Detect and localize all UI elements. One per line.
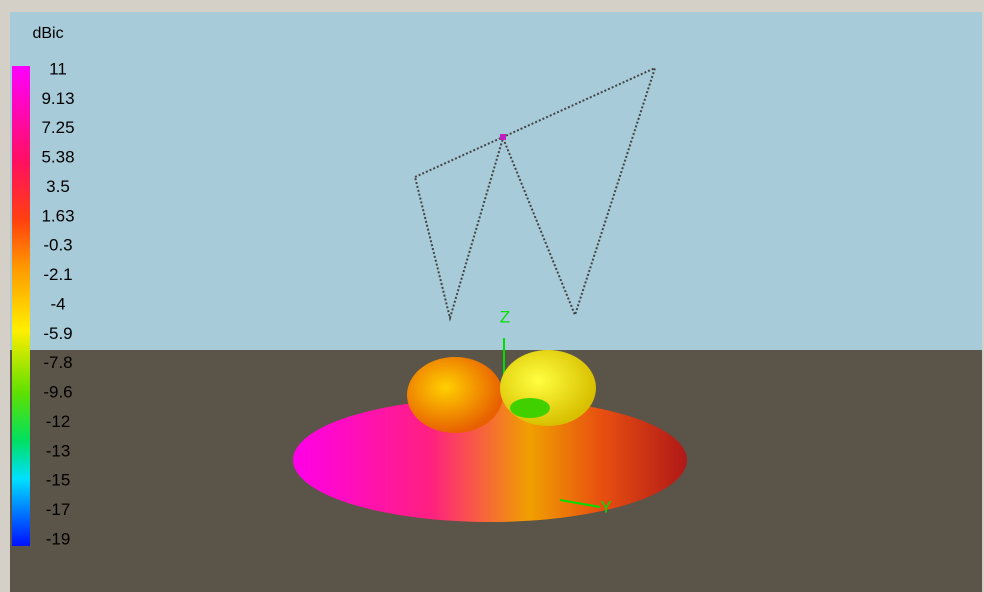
color-bar [12, 66, 30, 546]
legend-label: -13 [46, 441, 71, 460]
pattern-lobe [500, 350, 596, 426]
legend-label: -5.9 [43, 324, 72, 343]
legend-label: 5.38 [41, 148, 74, 167]
legend-label: -9.6 [43, 383, 72, 402]
legend-title: dBic [32, 25, 63, 42]
legend-label: -17 [46, 500, 71, 519]
legend-label: -12 [46, 412, 71, 431]
legend-label: -0.3 [43, 236, 72, 255]
legend-label: 1.63 [41, 206, 74, 225]
legend-label: 11 [49, 59, 67, 78]
sky [10, 12, 982, 357]
pattern-base [293, 398, 687, 522]
pattern-lobe [407, 357, 503, 433]
legend-label: -15 [46, 471, 71, 490]
legend-label: -2.1 [43, 265, 72, 284]
feed-point [500, 134, 506, 140]
y-axis [559, 499, 601, 508]
legend-label: 7.25 [41, 118, 74, 137]
legend-label: -19 [46, 529, 71, 548]
legend-label: 9.13 [41, 89, 74, 108]
z-label: Z [500, 307, 510, 326]
legend-label: -7.8 [43, 353, 72, 372]
pattern-null [510, 398, 550, 418]
legend-labels: 11 9.13 7.25 5.38 3.5 1.63 -0.3 -2.1 -4 -5.9 -7.8 -… [41, 59, 74, 548]
legend-label: -4 [50, 294, 65, 313]
legend-label: 3.5 [46, 177, 70, 196]
y-label: Y [600, 497, 611, 516]
